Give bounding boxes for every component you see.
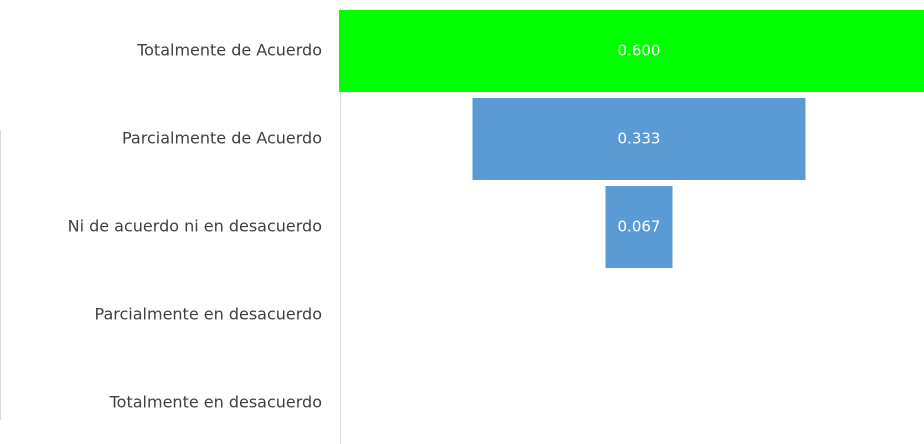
- category-label: Totalmente en desacuerdo: [109, 393, 322, 412]
- category-label: Parcialmente en desacuerdo: [95, 305, 322, 324]
- value-label: 0.067: [618, 218, 661, 236]
- value-label: 0.600: [618, 42, 661, 60]
- category-label: Parcialmente de Acuerdo: [122, 129, 322, 148]
- category-label: Totalmente de Acuerdo: [136, 41, 322, 60]
- funnel-bar: [472, 98, 806, 180]
- value-label: 0.333: [618, 130, 661, 148]
- funnel-bar: [339, 10, 924, 92]
- funnel-bar: [605, 186, 673, 268]
- category-label: Ni de acuerdo ni en desacuerdo: [68, 217, 322, 236]
